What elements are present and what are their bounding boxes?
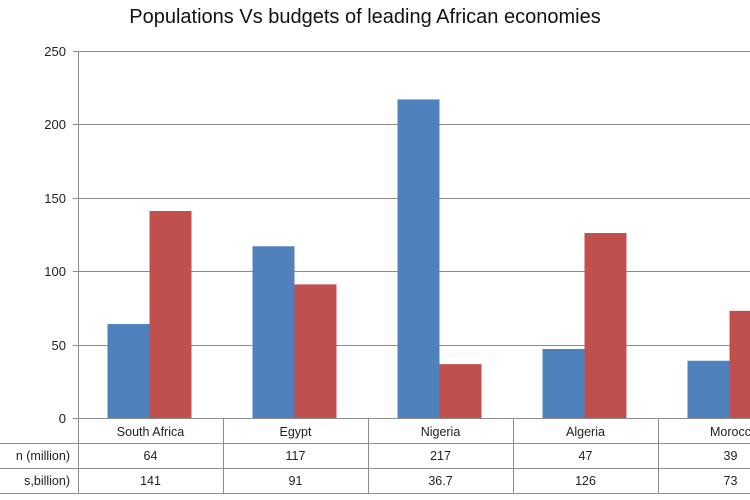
bar-nigeria-series-2 bbox=[439, 364, 482, 418]
data-table-value: 91 bbox=[289, 474, 303, 488]
bars bbox=[107, 99, 750, 418]
y-tick-label: 200 bbox=[44, 117, 66, 132]
data-table-value: 64 bbox=[144, 449, 158, 463]
bar-south-africa-series-2 bbox=[149, 211, 192, 418]
x-category-label: Algeria bbox=[566, 425, 605, 439]
data-table: South Africa Egypt Nigeria Algeria Morocc n (… bbox=[0, 418, 750, 494]
data-table-value: 39 bbox=[724, 449, 738, 463]
legend-series-label: s,billion) bbox=[24, 474, 70, 488]
bar-algeria-series-1 bbox=[542, 349, 585, 418]
x-category-label: Nigeria bbox=[421, 425, 461, 439]
x-category-label: South Africa bbox=[117, 425, 184, 439]
bar-nigeria-series-1 bbox=[397, 99, 440, 418]
data-table-value: 36.7 bbox=[428, 474, 452, 488]
bar-morocco-series-2 bbox=[729, 310, 750, 418]
x-category-label: Egypt bbox=[280, 425, 312, 439]
legend-series-label: n (million) bbox=[16, 449, 70, 463]
y-tick-label: 0 bbox=[59, 411, 66, 426]
data-table-value: 217 bbox=[430, 449, 451, 463]
y-axis-ticks: 0 50 100 150 200 250 bbox=[44, 44, 66, 426]
data-table-value: 141 bbox=[140, 474, 161, 488]
bar-egypt-series-1 bbox=[252, 246, 295, 418]
y-tick-label: 50 bbox=[52, 338, 66, 353]
chart-title: Populations Vs budgets of leading Africa… bbox=[129, 6, 601, 28]
y-tick-label: 250 bbox=[44, 44, 66, 59]
data-table-value: 126 bbox=[575, 474, 596, 488]
data-table-value: 73 bbox=[724, 474, 738, 488]
bar-algeria-series-2 bbox=[584, 233, 627, 418]
bar-egypt-series-2 bbox=[294, 284, 337, 418]
data-table-value: 117 bbox=[286, 449, 306, 463]
data-table-value: 47 bbox=[579, 449, 593, 463]
y-tick-label: 100 bbox=[44, 264, 66, 279]
bar-morocco-series-1 bbox=[687, 360, 730, 418]
y-tick-label: 150 bbox=[44, 191, 66, 206]
x-category-label: Morocc bbox=[710, 425, 750, 439]
bar-south-africa-series-1 bbox=[107, 324, 150, 418]
